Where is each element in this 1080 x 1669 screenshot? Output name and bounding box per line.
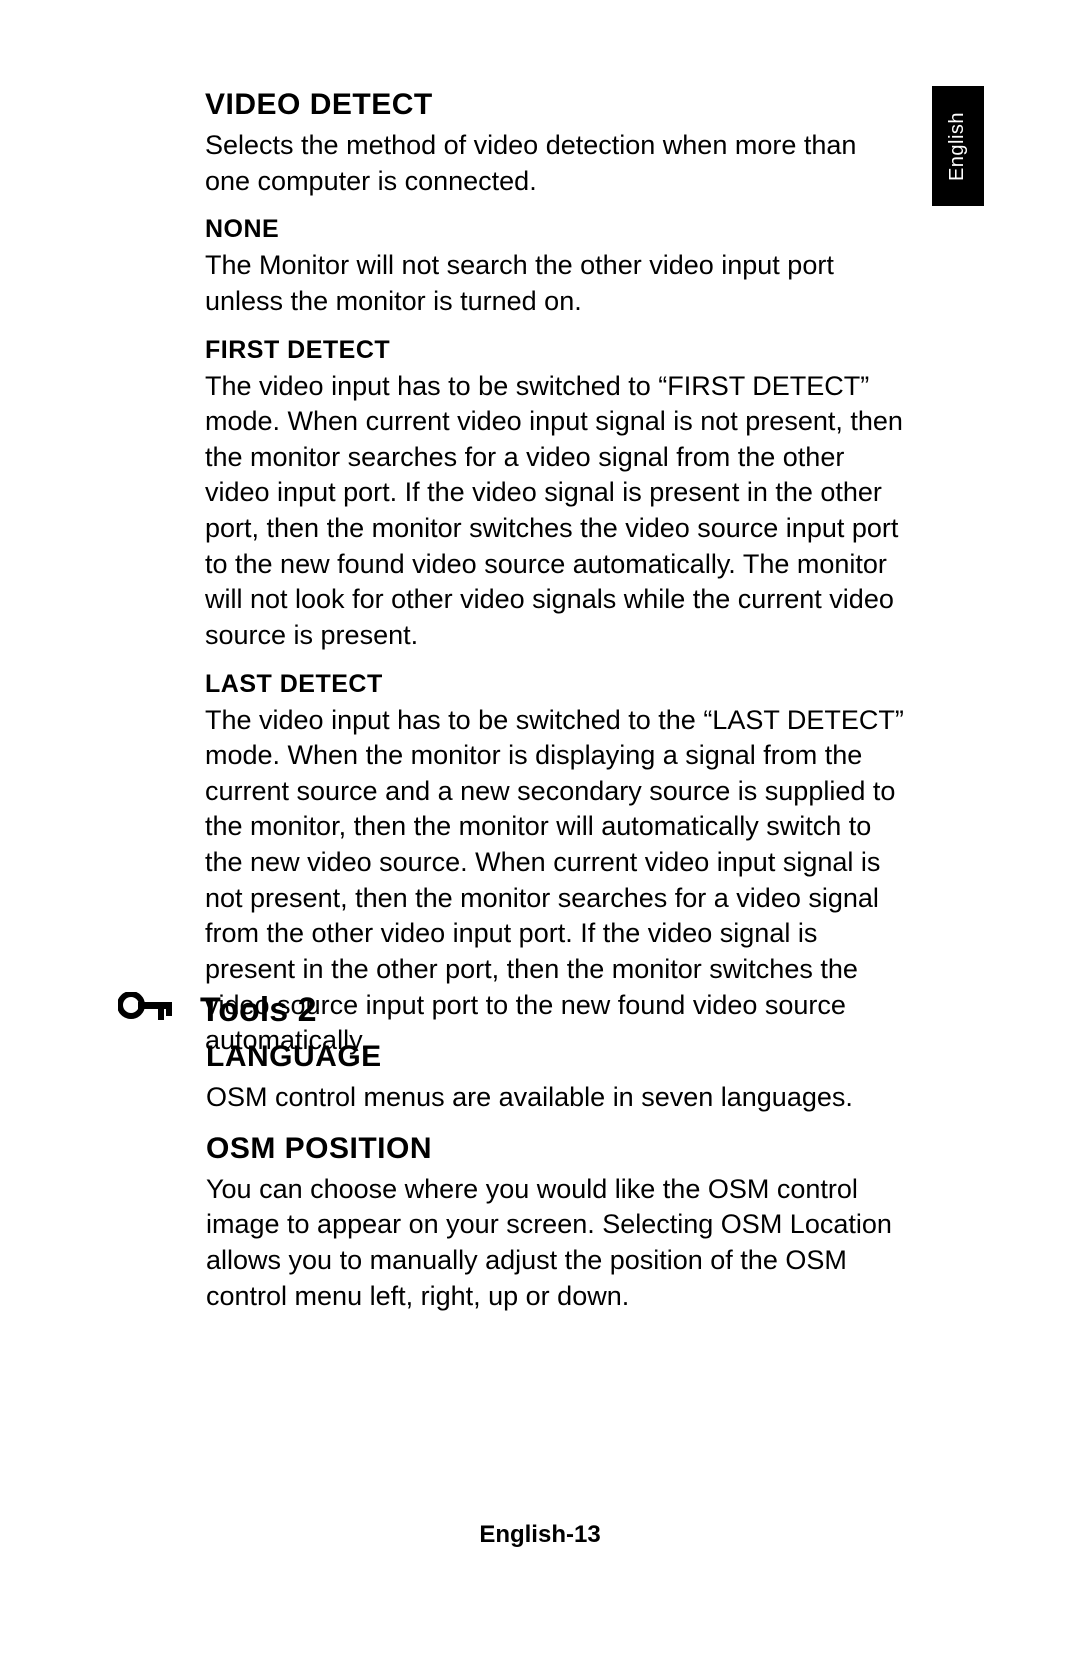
video-detect-intro: Selects the method of video detection wh…	[205, 128, 905, 199]
first-detect-title: FIRST DETECT	[205, 336, 905, 365]
page-footer: English-13	[0, 1521, 1080, 1549]
first-detect-body: The video input has to be switched to “F…	[205, 369, 905, 654]
language-tab: English	[932, 86, 984, 206]
last-detect-title: LAST DETECT	[205, 670, 905, 699]
video-detect-section: VIDEO DETECT Selects the method of video…	[205, 88, 905, 1075]
tools-2-heading: Tools 2	[200, 991, 317, 1030]
tools-2-section: Tools 2 LANGUAGE OSM control menus are a…	[118, 991, 908, 1330]
language-tab-label: English	[947, 111, 970, 180]
none-body: The Monitor will not search the other vi…	[205, 248, 905, 319]
osm-position-heading: OSM POSITION	[206, 1132, 906, 1166]
video-detect-heading: VIDEO DETECT	[205, 88, 905, 122]
language-body: OSM control menus are available in seven…	[206, 1080, 906, 1116]
tools-2-body: LANGUAGE OSM control menus are available…	[206, 1040, 906, 1314]
tools-2-header-row: Tools 2	[118, 991, 908, 1030]
key-icon	[118, 992, 174, 1030]
none-title: NONE	[205, 215, 905, 244]
manual-page: English VIDEO DETECT Selects the method …	[0, 0, 1080, 1669]
osm-position-body: You can choose where you would like the …	[206, 1172, 906, 1315]
language-heading: LANGUAGE	[206, 1040, 906, 1074]
